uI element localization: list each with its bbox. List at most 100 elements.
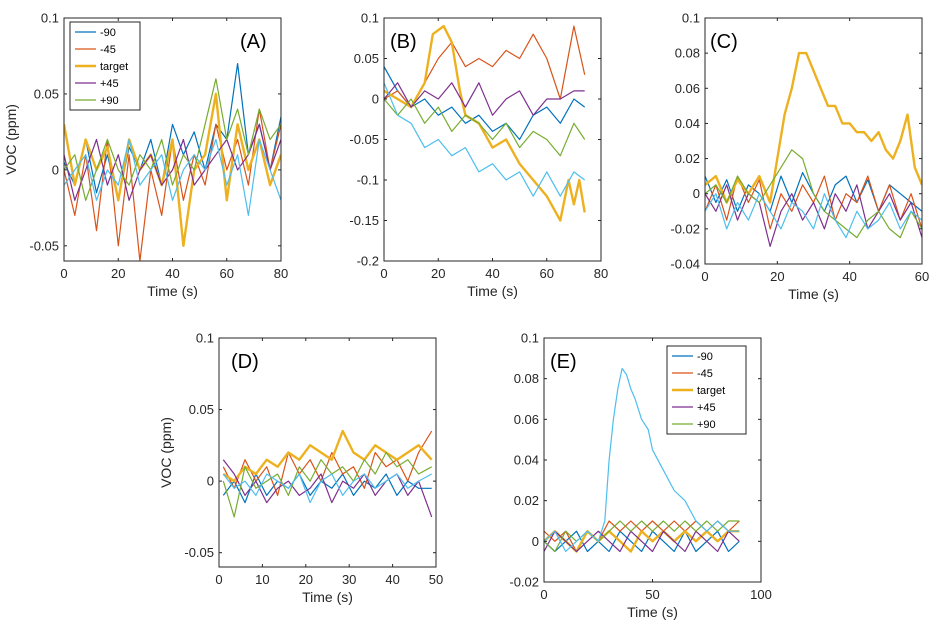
panel-d-x-axis-label: Time (s) (302, 589, 353, 605)
panel-a-series-plus90-line (64, 78, 281, 201)
panel-a-series-target-line (64, 92, 281, 248)
panel-e-x-tick-label: 0 (540, 587, 547, 602)
panel-a-y-tick-label: 0.1 (41, 11, 59, 26)
panel-e-y-tick-label: 0.1 (521, 331, 539, 346)
panel-c-y-tick-label: 0.1 (682, 11, 700, 26)
panel-d-x-tick-label: 40 (385, 572, 399, 587)
panel-b-series-plus90-line (384, 98, 586, 157)
panel-c-axes-frame (704, 17, 923, 265)
panel-a-legend: -90 -45 target +45 +90 (69, 21, 141, 111)
panel-b-series-minus90-line (384, 66, 586, 141)
panel-a-legend-entry: -45 (100, 44, 116, 56)
panel-a-y-tick-label: 0 (52, 162, 59, 177)
panel-a-series-A_extra-line (64, 138, 281, 216)
panel-b-series-B_low-line (384, 82, 586, 197)
panel-d-label: (D) (231, 351, 259, 373)
panel-a-x-tick-label: 0 (60, 266, 67, 281)
panel-b-y-tick-label: -0.1 (357, 173, 379, 188)
panel-a-series-group (64, 62, 281, 261)
panel-d-x-tick-label: 30 (342, 572, 356, 587)
panel-e-legend-entry: +45 (697, 402, 716, 414)
panel-c-label: (C) (710, 31, 738, 53)
panel-c-x-tick-label: 40 (842, 269, 856, 284)
panel-a-y-tick-label: -0.05 (29, 238, 59, 253)
panel-c-series-E_peak-line (705, 193, 922, 239)
panel-c-series-plus90-line (705, 149, 922, 239)
panel-e-legend-entry: -45 (697, 368, 713, 380)
panel-c: 0 20 40 60 -0.04 -0.02 0 0.02 0.04 0.06 0.08 0.1 Tim… (670, 11, 929, 303)
panel-d-series-minus90-line (222, 473, 432, 504)
panel-e-y-tick-label: 0 (532, 534, 539, 549)
panel-c-y-tick-label: 0.06 (675, 81, 700, 96)
panel-c-x-tick-label: 20 (770, 269, 784, 284)
panel-b-x-tick-label: 0 (380, 266, 387, 281)
panel-c-y-tick-label: 0.04 (675, 116, 700, 131)
panel-b-series-plus45-line (384, 82, 585, 116)
panel-d-y-tick-label: -0.05 (184, 545, 214, 560)
panel-a-x-tick-label: 80 (274, 266, 288, 281)
panel-e-legend: -90 -45 target +45 +90 (666, 345, 747, 435)
panel-c-x-axis-label: Time (s) (788, 286, 839, 302)
panel-c-y-tick-label: 0.02 (675, 151, 700, 166)
panel-c-y-tick-label: 0 (693, 186, 700, 201)
panel-d-series-E_peak-line (222, 473, 432, 504)
panel-d-y-tick-label: 0.05 (189, 402, 214, 417)
panel-e-label: (E) (550, 351, 577, 373)
panel-e-legend-entry: +90 (697, 419, 716, 431)
panel-a-legend-entry: +90 (100, 95, 119, 107)
panel-e-x-axis-label: Time (s) (627, 604, 678, 620)
panel-b-series-target-line (384, 24, 586, 222)
panel-a-y-tick-label: 0.05 (34, 86, 59, 101)
panel-b-y-tick-label: -0.05 (349, 132, 379, 147)
panel-b-y-tick-label: -0.15 (349, 213, 379, 228)
panel-e-y-tick-label: 0.04 (514, 453, 539, 468)
panel-e-series-plus45-line (544, 530, 740, 553)
panel-a-y-axis-label: VOC (ppm) (3, 104, 19, 175)
panel-b: 0 20 40 60 80 -0.2 -0.15 -0.1 -0.05 0 0.05 0.1 Time … (349, 11, 608, 300)
panel-e-x-tick-label: 100 (750, 587, 772, 602)
panel-a-x-tick-label: 20 (111, 266, 125, 281)
panel-d-axes-frame (218, 337, 437, 568)
panel-e-y-tick-label: 0.08 (514, 371, 539, 386)
panel-d-x-tick-label: 10 (255, 572, 269, 587)
panel-c-series-target-line (705, 51, 922, 204)
panel-a-x-axis-label: Time (s) (147, 283, 198, 299)
panel-b-x-tick-label: 60 (540, 266, 554, 281)
panel-e-series-group (544, 367, 740, 553)
panel-e-x-tick-label: 50 (645, 587, 659, 602)
panel-d-series-group (222, 429, 433, 518)
panel-b-x-tick-label: 80 (594, 266, 608, 281)
panel-b-x-tick-label: 40 (485, 266, 499, 281)
panel-d-series-target-line (222, 429, 433, 483)
panel-b-label: (B) (390, 31, 417, 53)
panel-a-legend-entry: target (100, 61, 128, 73)
panel-a-x-tick-label: 40 (165, 266, 179, 281)
panel-e-y-tick-label: 0.02 (514, 493, 539, 508)
panel-b-x-tick-label: 20 (431, 266, 445, 281)
panel-d-y-tick-label: 0.1 (196, 331, 214, 346)
panel-c-x-tick-label: 0 (701, 269, 708, 284)
panel-c-y-tick-label: -0.04 (670, 257, 700, 272)
panel-d-x-tick-label: 20 (299, 572, 313, 587)
panel-a-x-tick-label: 60 (220, 266, 234, 281)
panel-a-legend-entry: -90 (100, 27, 116, 39)
panel-e-legend-entry: target (697, 385, 725, 397)
panel-b-y-tick-label: -0.2 (357, 254, 379, 269)
panel-b-series-group (384, 24, 586, 222)
panel-a-series-plus45-line (64, 123, 281, 201)
panel-b-x-axis-label: Time (s) (467, 283, 518, 299)
panel-c-series-group (705, 51, 922, 247)
panel-e-y-tick-label: 0.06 (514, 412, 539, 427)
panel-a-legend-entry: +45 (100, 78, 119, 90)
panel-c-y-tick-label: -0.02 (670, 221, 700, 236)
panel-a-series-minus90-line (64, 62, 281, 201)
panel-c-series-plus45-line (705, 184, 922, 247)
panel-c-x-tick-label: 60 (915, 269, 929, 284)
panel-e-series-E_peak-line (544, 367, 740, 553)
panel-e-legend-entry: -90 (697, 351, 713, 363)
panel-c-y-tick-label: 0.08 (675, 46, 700, 61)
panel-b-y-tick-label: 0.1 (361, 11, 379, 26)
